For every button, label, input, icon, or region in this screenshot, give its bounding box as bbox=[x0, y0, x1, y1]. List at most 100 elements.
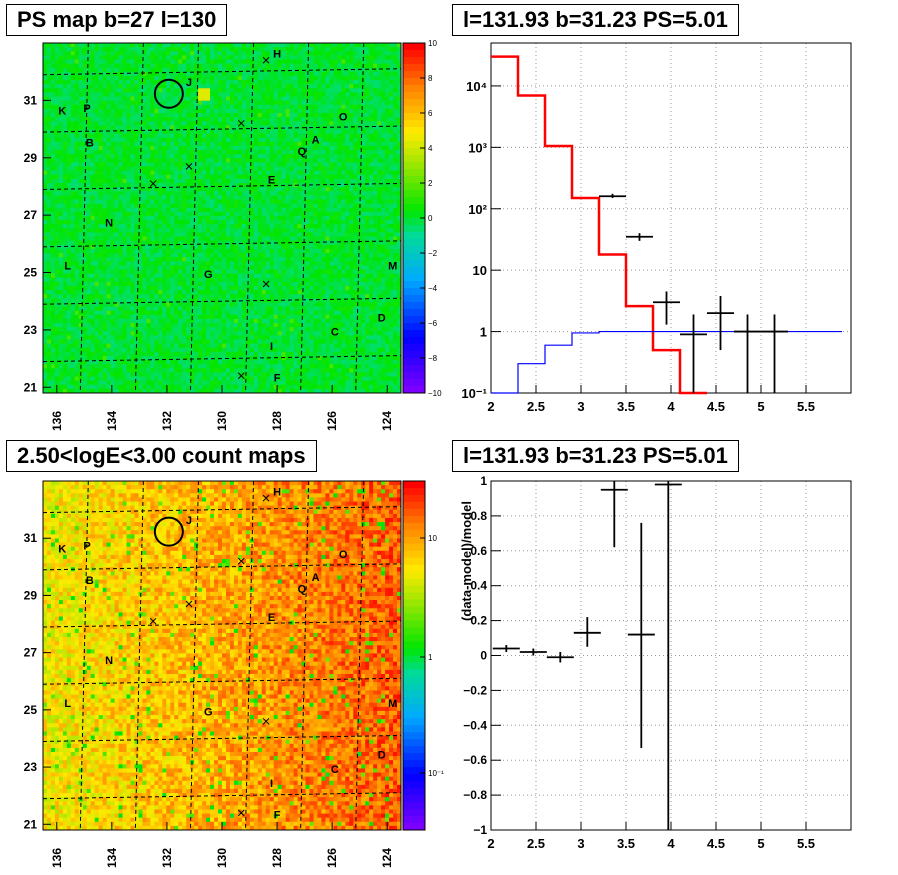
ps-map-pixel bbox=[218, 55, 222, 60]
ps-map-pixel bbox=[99, 154, 103, 159]
ps-map-pixel bbox=[270, 142, 274, 147]
ps-map-pixel bbox=[166, 311, 170, 316]
ps-map-pixel bbox=[111, 319, 115, 324]
ps-map-pixel bbox=[162, 294, 166, 299]
ps-map-pixel bbox=[99, 269, 103, 274]
ps-map-pixel bbox=[75, 195, 79, 200]
ps-map-pixel bbox=[242, 191, 246, 196]
ps-map-pixel bbox=[87, 212, 91, 217]
ps-map-pixel bbox=[83, 154, 87, 159]
ps-map-pixel bbox=[222, 245, 226, 250]
ps-map-pixel bbox=[182, 154, 186, 159]
ps-map-pixel bbox=[107, 348, 111, 353]
ps-map-pixel bbox=[186, 348, 190, 353]
ps-map-pixel bbox=[107, 286, 111, 291]
ps-map-pixel bbox=[134, 311, 138, 316]
ps-map-pixel bbox=[198, 319, 202, 324]
ps-map-pixel bbox=[230, 175, 234, 180]
ps-map-pixel bbox=[146, 344, 150, 349]
ps-map-pixel bbox=[174, 187, 178, 192]
ps-map-pixel bbox=[178, 278, 182, 283]
ps-map-pixel bbox=[131, 286, 135, 291]
ps-map-pixel bbox=[75, 154, 79, 159]
ps-map-pixel bbox=[182, 171, 186, 176]
ps-map-pixel bbox=[55, 97, 59, 102]
ps-map-pixel bbox=[162, 150, 166, 155]
ps-map-pixel bbox=[83, 216, 87, 221]
ps-map-pixel bbox=[210, 307, 214, 312]
ps-map-pixel bbox=[103, 138, 107, 143]
ps-map-pixel bbox=[154, 249, 158, 254]
ps-map-pixel bbox=[274, 92, 278, 97]
ps-map-pixel bbox=[75, 298, 79, 303]
ps-map-pixel bbox=[270, 113, 274, 118]
ps-map-pixel bbox=[258, 175, 262, 180]
ps-map-pixel bbox=[103, 323, 107, 328]
ps-map-pixel bbox=[127, 204, 131, 209]
ps-map-pixel bbox=[63, 158, 67, 163]
ps-map-pixel bbox=[230, 220, 234, 225]
ps-map-pixel bbox=[158, 162, 162, 167]
ps-map-pixel bbox=[186, 51, 190, 56]
ps-map-pixel bbox=[246, 113, 250, 118]
ps-map-pixel bbox=[115, 368, 119, 373]
ps-map-pixel bbox=[71, 142, 75, 147]
ps-map-pixel bbox=[119, 80, 123, 85]
ps-map-pixel bbox=[115, 311, 119, 316]
ps-map-pixel bbox=[238, 261, 242, 266]
ps-map-pixel bbox=[87, 232, 91, 237]
ps-map-pixel bbox=[47, 286, 51, 291]
ps-map-pixel bbox=[146, 150, 150, 155]
ps-map-pixel bbox=[103, 208, 107, 213]
ps-map-pixel bbox=[154, 134, 158, 139]
ps-map-pixel bbox=[63, 339, 67, 344]
ps-map-pixel bbox=[63, 88, 67, 93]
ps-map-pixel bbox=[63, 142, 67, 147]
ps-map-pixel bbox=[158, 237, 162, 242]
ps-map-pixel bbox=[218, 101, 222, 106]
ps-map-pixel bbox=[242, 51, 246, 56]
ps-map-pixel bbox=[63, 385, 67, 390]
ps-map-pixel bbox=[47, 76, 51, 81]
ps-map-pixel bbox=[127, 113, 131, 118]
ps-map-pixel bbox=[198, 220, 202, 225]
ps-map-pixel bbox=[186, 208, 190, 213]
ps-map-pixel bbox=[142, 278, 146, 283]
ps-map-pixel bbox=[198, 216, 202, 221]
ps-map-pixel bbox=[222, 278, 226, 283]
ps-map-pixel bbox=[71, 352, 75, 357]
ps-map-pixel bbox=[266, 249, 270, 254]
ps-map-pixel bbox=[138, 323, 142, 328]
ps-map-pixel bbox=[47, 224, 51, 229]
ps-map-pixel bbox=[186, 290, 190, 295]
ps-map-pixel bbox=[226, 175, 230, 180]
ps-map-pixel bbox=[127, 269, 131, 274]
ps-map-pixel bbox=[87, 43, 91, 48]
ps-map-pixel bbox=[170, 237, 174, 242]
ps-map-pixel bbox=[111, 88, 115, 93]
ps-map-pixel bbox=[71, 220, 75, 225]
ps-map-pixel bbox=[226, 101, 230, 106]
ps-map-pixel bbox=[138, 121, 142, 126]
ps-map-pixel bbox=[270, 335, 274, 340]
ps-map-pixel bbox=[87, 339, 91, 344]
ps-map-pixel bbox=[198, 208, 202, 213]
ps-map-pixel bbox=[186, 191, 190, 196]
ps-map-pixel bbox=[146, 216, 150, 221]
ps-map-pixel bbox=[194, 298, 198, 303]
ps-map-pixel bbox=[142, 84, 146, 89]
ps-map-pixel bbox=[174, 117, 178, 122]
ps-map-pixel bbox=[95, 97, 99, 102]
ps-map-pixel bbox=[55, 302, 59, 307]
ps-map-pixel bbox=[254, 204, 258, 209]
ps-map-pixel bbox=[154, 282, 158, 287]
ps-map-pixel bbox=[95, 257, 99, 262]
ps-map-pixel bbox=[158, 360, 162, 365]
ps-map-pixel bbox=[79, 220, 83, 225]
ps-map-pixel bbox=[150, 323, 154, 328]
ps-map-pixel bbox=[146, 138, 150, 143]
ps-map-pixel bbox=[170, 253, 174, 258]
ps-map-pixel bbox=[266, 204, 270, 209]
ps-map-pixel bbox=[158, 220, 162, 225]
ps-map-pixel bbox=[95, 113, 99, 118]
